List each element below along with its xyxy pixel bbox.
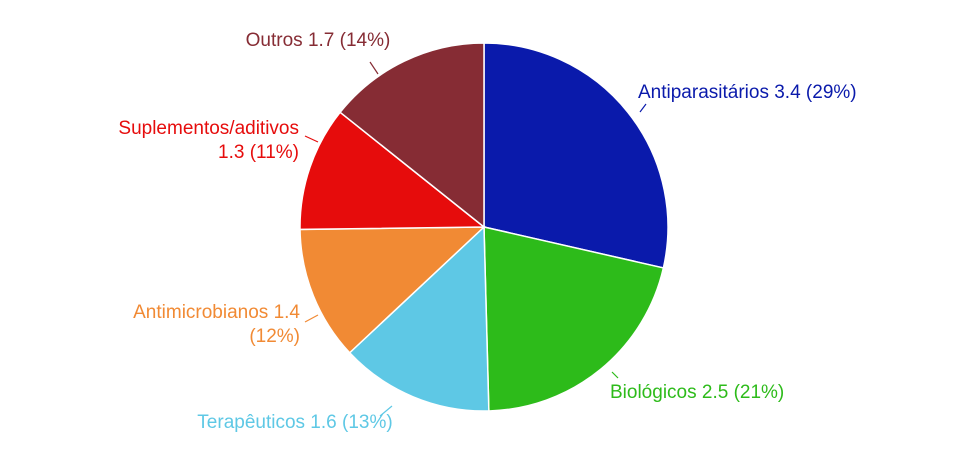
labels-layer: Antiparasitários 3.4 (29%) Biológicos 2.5… [118,30,856,433]
pie-slice-antimicrobianos [299,226,486,354]
leader-line [304,135,319,143]
leaders-layer [304,61,647,417]
slice-label: Antimicrobianos 1.4 (12%) [133,302,300,347]
pie-slice-terap-uticos [348,225,490,412]
slice-label: Outros 1.7 (14%) [246,30,391,51]
leader-line [369,61,379,75]
leader-line [304,314,319,323]
slice-label: Biológicos 2.5 (21%) [610,382,784,403]
slice-label: Suplementos/aditivos 1.3 (11%) [118,118,299,163]
pie-slice-antiparasit-rios [483,42,669,269]
leader-line [379,405,393,417]
pie-slice-outros [339,42,485,229]
leader-line [611,371,619,379]
slice-label: Terapêuticos 1.6 (13%) [197,412,392,433]
pie-slice-suplementos-aditivos [299,111,487,231]
leader-line [639,103,647,113]
slice-label: Antiparasitários 3.4 (29%) [638,82,857,103]
slices-layer [299,42,669,412]
pie-slice-biol-gicos [483,226,665,412]
